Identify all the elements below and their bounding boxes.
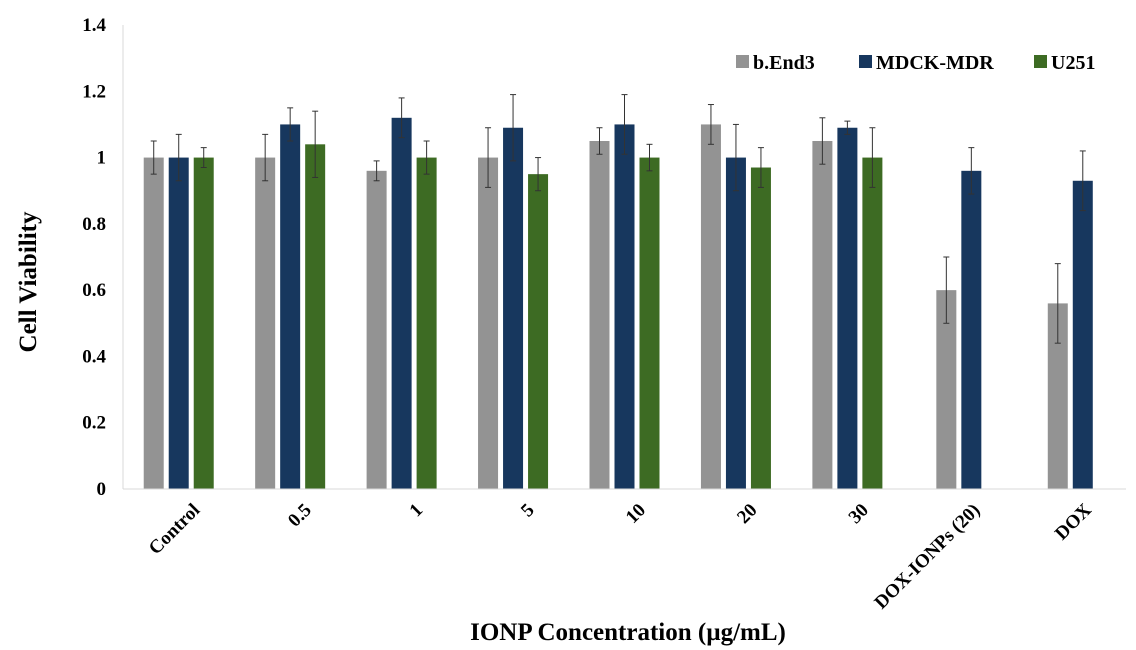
x-tick-label: 0.5 xyxy=(284,500,316,532)
y-tick-label: 1.2 xyxy=(82,81,106,102)
y-tick-label: 1 xyxy=(97,148,107,169)
y-tick-label: 0.8 xyxy=(82,214,106,235)
x-axis-title: IONP Concentration (µg/mL) xyxy=(470,619,786,646)
error-bar xyxy=(844,120,851,135)
bar-mdck-mdr-4 xyxy=(614,124,635,489)
bar-b-end3-7 xyxy=(936,290,957,489)
error-bar xyxy=(732,123,739,192)
bar-b-end3-3 xyxy=(478,157,499,490)
legend-label: MDCK-MDR xyxy=(876,52,994,74)
bar-mdck-mdr-2 xyxy=(391,117,412,490)
error-bar xyxy=(968,147,975,195)
bar-u251-4 xyxy=(639,157,660,490)
error-bar xyxy=(175,133,182,182)
x-tick-label: 10 xyxy=(622,500,650,528)
bar-u251-5 xyxy=(750,167,771,489)
error-bar xyxy=(312,110,319,178)
legend-swatch xyxy=(1034,55,1047,68)
bar-mdck-mdr-8 xyxy=(1072,180,1093,489)
bar-b-end3-1 xyxy=(255,157,276,490)
bar-u251-3 xyxy=(528,174,549,489)
error-bar xyxy=(943,256,950,324)
bar-mdck-mdr-1 xyxy=(280,124,301,489)
error-bar xyxy=(510,94,517,162)
error-bar xyxy=(621,94,628,155)
bar-b-end3-4 xyxy=(589,141,610,489)
bar-mdck-mdr-5 xyxy=(725,157,746,490)
x-tick-label: Control xyxy=(145,500,204,559)
bar-b-end3-8 xyxy=(1047,303,1068,489)
y-tick-label: 0 xyxy=(97,479,107,500)
x-tick-label: 1 xyxy=(406,500,428,522)
error-bar xyxy=(819,117,826,165)
error-bar xyxy=(423,140,430,175)
error-bar xyxy=(485,127,492,188)
x-tick-label: 5 xyxy=(517,500,539,522)
legend-swatch xyxy=(736,55,749,68)
legend-label: b.End3 xyxy=(753,52,815,74)
legend-swatch xyxy=(859,55,872,68)
bar-u251-0 xyxy=(193,157,214,490)
bar-b-end3-2 xyxy=(366,170,387,490)
x-tick-label: DOX xyxy=(1051,499,1096,544)
x-tick-label: DOX-IONPs (20) xyxy=(871,500,985,614)
error-bar xyxy=(1054,263,1061,344)
bar-mdck-mdr-3 xyxy=(503,127,524,489)
x-tick-label: 30 xyxy=(845,500,873,528)
y-tick-label: 1.4 xyxy=(82,15,106,36)
legend: b.End3 MDCK-MDR U251 xyxy=(736,52,1095,74)
y-tick-label: 0.6 xyxy=(82,280,106,301)
error-bar xyxy=(596,127,603,155)
bar-u251-6 xyxy=(862,157,883,490)
error-bar xyxy=(200,147,207,169)
error-bar xyxy=(287,107,294,142)
y-tick-label: 0.4 xyxy=(82,346,106,367)
bar-mdck-mdr-7 xyxy=(961,170,982,490)
bar-u251-1 xyxy=(305,144,326,490)
bar-b-end3-0 xyxy=(143,157,164,490)
error-bar xyxy=(398,97,405,139)
y-axis-title: Cell Viability xyxy=(15,211,42,352)
error-bar xyxy=(869,127,876,188)
y-axis: 0 0.2 0.4 0.6 0.8 1 1.2 1.4 xyxy=(82,15,124,500)
bar-b-end3-6 xyxy=(812,141,833,489)
error-bar xyxy=(150,140,157,175)
error-bar xyxy=(373,160,380,182)
error-bar xyxy=(707,104,714,145)
error-bar xyxy=(535,157,542,192)
bar-mdck-mdr-6 xyxy=(837,127,858,489)
y-tick-label: 0.2 xyxy=(82,413,106,434)
legend-label: U251 xyxy=(1051,52,1095,74)
bar-b-end3-5 xyxy=(700,124,721,489)
error-bar xyxy=(757,147,764,188)
bar-u251-2 xyxy=(416,157,437,490)
bars xyxy=(143,94,1093,490)
error-bar xyxy=(262,133,269,182)
error-bar xyxy=(646,143,653,172)
x-tick-label: 20 xyxy=(733,500,761,528)
bar-mdck-mdr-0 xyxy=(168,157,189,490)
error-bar xyxy=(1079,150,1086,212)
